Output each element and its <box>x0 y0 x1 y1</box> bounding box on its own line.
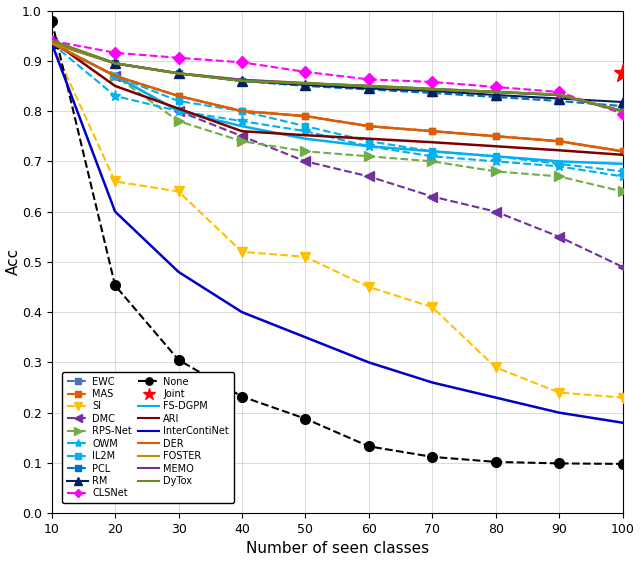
Y-axis label: Acc: Acc <box>6 248 20 275</box>
Legend: EWC, MAS, SI, DMC, RPS-Net, OWM, IL2M, PCL, RM, CLSNet, None, Joint, FS-DGPM, AR: EWC, MAS, SI, DMC, RPS-Net, OWM, IL2M, P… <box>62 371 234 504</box>
X-axis label: Number of seen classes: Number of seen classes <box>246 541 429 556</box>
